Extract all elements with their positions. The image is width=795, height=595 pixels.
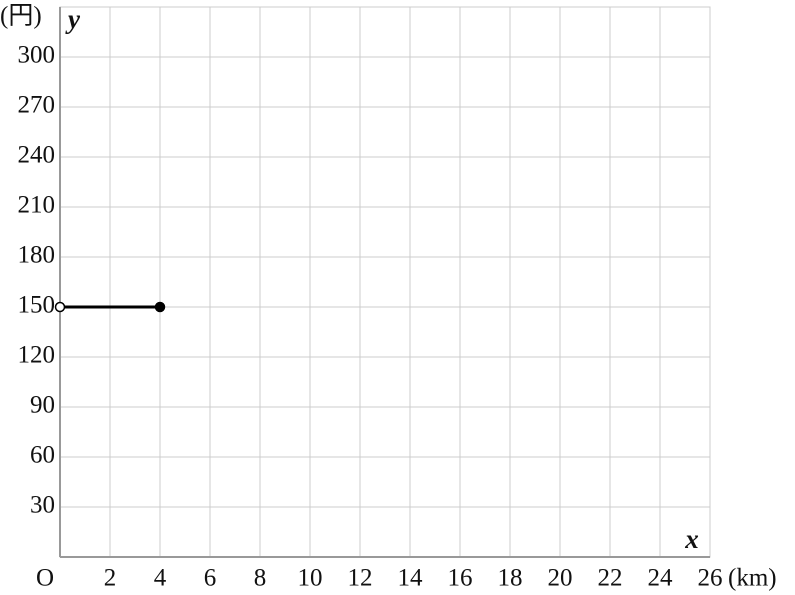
y-tick-label: 150: [18, 292, 56, 319]
origin-label: O: [36, 565, 54, 592]
x-tick-label: 2: [104, 565, 117, 592]
y-tick-label: 30: [30, 492, 55, 519]
x-tick-label: 24: [648, 565, 674, 592]
x-tick-label: 6: [204, 565, 217, 592]
y-tick-label: 90: [30, 392, 55, 419]
closed-endpoint: [154, 301, 166, 313]
open-endpoint: [54, 301, 66, 313]
y-tick-label: 180: [18, 242, 56, 269]
x-tick-label: 10: [298, 565, 323, 592]
x-tick-label: 22: [598, 565, 623, 592]
y-unit: (円): [0, 3, 42, 30]
y-tick-label: 120: [18, 342, 56, 369]
x-axis-label: x: [684, 524, 699, 554]
y-tick-label: 60: [30, 442, 55, 469]
x-tick-label: 18: [498, 565, 523, 592]
x-unit: (km): [728, 565, 777, 592]
x-tick-label: 14: [398, 565, 424, 592]
y-tick-label: 210: [18, 192, 56, 219]
x-tick-label: 4: [154, 565, 167, 592]
x-tick-label: 20: [548, 565, 573, 592]
x-tick-label: 12: [348, 565, 373, 592]
y-tick-label: 240: [18, 142, 56, 169]
y-tick-label: 270: [18, 92, 56, 119]
y-axis-label: y: [65, 4, 81, 34]
y-tick-label: 300: [18, 42, 56, 69]
x-tick-label: 8: [254, 565, 267, 592]
plot-frame: [59, 6, 711, 558]
x-tick-label: 26: [698, 565, 723, 592]
x-tick-label: 16: [448, 565, 473, 592]
